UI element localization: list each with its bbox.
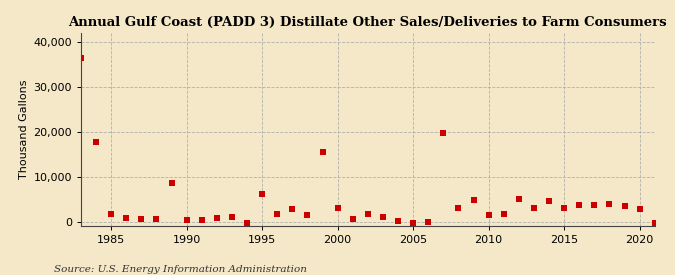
Title: Annual Gulf Coast (PADD 3) Distillate Other Sales/Deliveries to Farm Consumers: Annual Gulf Coast (PADD 3) Distillate Ot… xyxy=(69,16,667,29)
Point xyxy=(559,206,570,210)
Point xyxy=(166,181,177,185)
Point xyxy=(649,221,660,225)
Point xyxy=(543,199,554,203)
Point xyxy=(393,219,404,223)
Point xyxy=(348,216,358,221)
Point xyxy=(438,131,449,135)
Point xyxy=(317,150,328,154)
Point xyxy=(182,218,192,222)
Point xyxy=(227,215,238,220)
Point xyxy=(529,206,539,210)
Point xyxy=(498,211,509,216)
Point xyxy=(196,218,207,222)
Point xyxy=(332,206,343,210)
Point xyxy=(604,202,615,206)
Point xyxy=(634,207,645,211)
Point xyxy=(468,198,479,202)
Point xyxy=(256,191,267,196)
Point xyxy=(589,203,600,207)
Point xyxy=(151,217,162,221)
Point xyxy=(483,213,494,217)
Point xyxy=(242,221,252,225)
Point xyxy=(453,205,464,210)
Point xyxy=(302,213,313,217)
Text: Source: U.S. Energy Information Administration: Source: U.S. Energy Information Administ… xyxy=(54,265,307,274)
Point xyxy=(211,216,222,221)
Y-axis label: Thousand Gallons: Thousand Gallons xyxy=(19,79,29,179)
Point xyxy=(272,211,283,216)
Point xyxy=(106,212,117,216)
Point xyxy=(90,140,101,144)
Point xyxy=(423,220,433,225)
Point xyxy=(76,56,86,60)
Point xyxy=(377,215,388,219)
Point xyxy=(514,197,524,202)
Point xyxy=(619,204,630,208)
Point xyxy=(287,207,298,211)
Point xyxy=(408,221,418,225)
Point xyxy=(136,216,146,221)
Point xyxy=(121,216,132,221)
Point xyxy=(574,203,585,207)
Point xyxy=(362,211,373,216)
